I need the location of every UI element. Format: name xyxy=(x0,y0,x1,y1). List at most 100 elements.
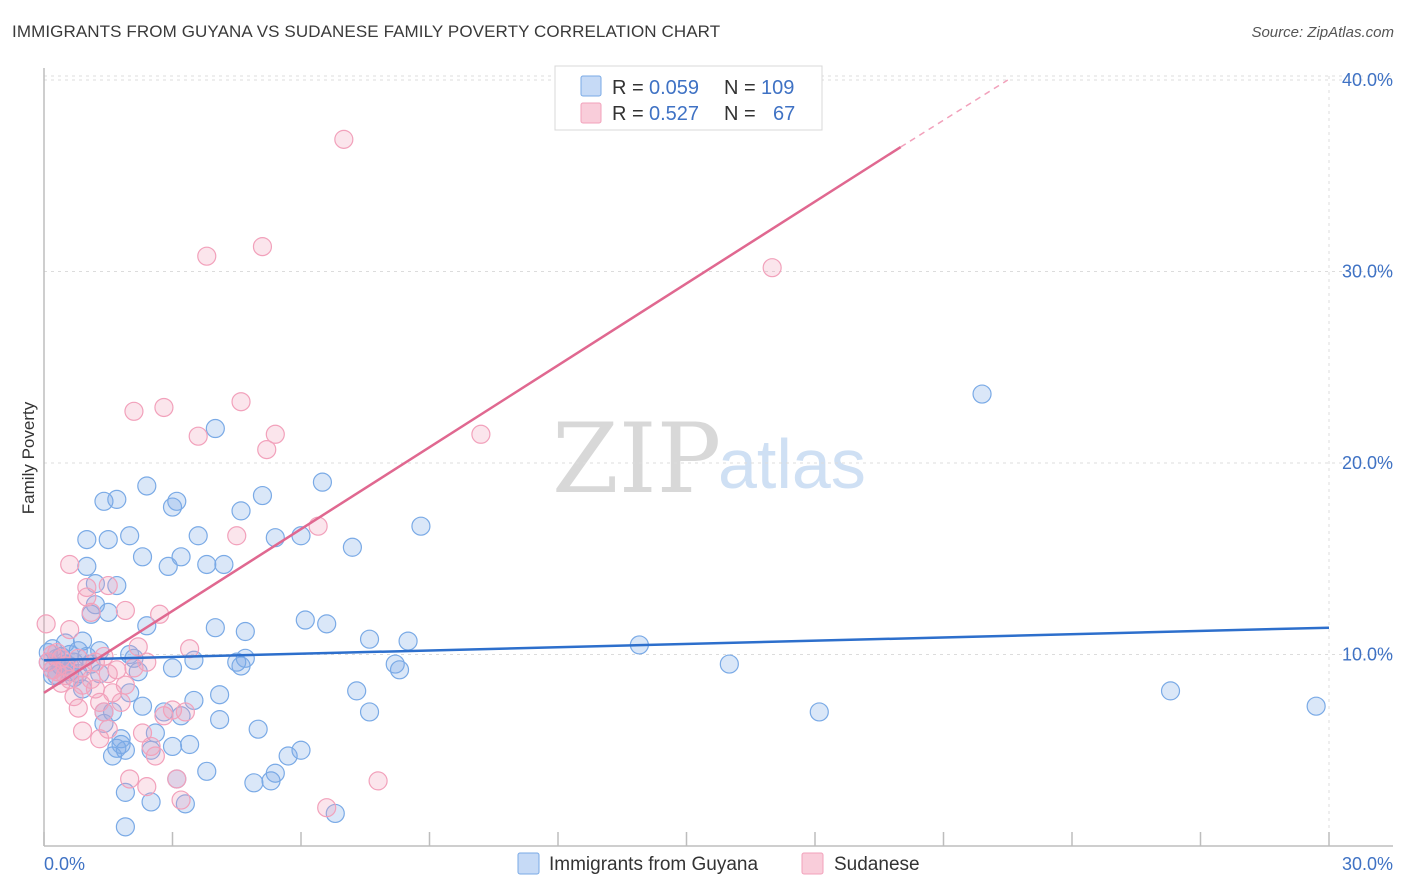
data-point xyxy=(317,798,337,818)
data-point xyxy=(398,631,418,651)
data-point xyxy=(115,817,135,837)
data-point xyxy=(719,654,739,674)
data-point xyxy=(205,418,225,439)
data-point xyxy=(94,702,114,722)
data-point xyxy=(162,736,183,757)
data-point xyxy=(248,719,268,739)
data-point xyxy=(291,740,311,760)
data-point xyxy=(972,384,992,404)
data-point xyxy=(188,426,208,446)
trend-line xyxy=(43,626,1330,662)
data-point xyxy=(36,614,56,634)
x-ticks xyxy=(43,832,1330,846)
data-point xyxy=(317,614,337,634)
y-tick-label: 30.0% xyxy=(1342,262,1393,282)
data-point xyxy=(120,526,140,546)
y-tick-label: 10.0% xyxy=(1342,645,1393,665)
data-point xyxy=(107,489,127,509)
stats-n-label-guyana: N = xyxy=(724,77,756,99)
stats-r-value-guyana: 0.059 xyxy=(649,77,699,99)
data-point xyxy=(389,660,410,680)
data-point xyxy=(210,685,230,705)
data-point xyxy=(235,621,255,642)
data-point xyxy=(359,629,380,649)
stats-legend: R = 0.059 N = 109 R = 0.527 N = 67 xyxy=(554,65,823,131)
data-point xyxy=(145,746,165,766)
data-point xyxy=(180,639,200,659)
stats-r-label-sudanese: R = xyxy=(612,103,644,125)
series-legend: Immigrants from Guyana Sudanese xyxy=(517,852,920,875)
data-point xyxy=(98,719,118,739)
legend-label-sudanese: Sudanese xyxy=(834,854,920,875)
data-point xyxy=(137,652,157,672)
stats-n-label-sudanese: N = xyxy=(724,103,756,125)
data-point xyxy=(167,491,187,511)
y-tick-label: 20.0% xyxy=(1342,453,1393,473)
data-point xyxy=(252,485,273,506)
chart-title: IMMIGRANTS FROM GUYANA VS SUDANESE FAMIL… xyxy=(12,22,721,41)
data-point xyxy=(1160,681,1181,701)
data-point xyxy=(141,792,161,812)
y-axis-title: Family Poverty xyxy=(19,401,38,514)
data-point xyxy=(342,537,362,557)
x-tick-labels: 0.0% 30.0% xyxy=(44,854,1393,874)
stats-r-value-sudanese: 0.527 xyxy=(649,103,699,125)
data-point xyxy=(171,790,191,810)
data-point xyxy=(77,587,97,607)
data-point xyxy=(98,664,118,684)
data-point xyxy=(231,501,251,521)
data-point xyxy=(265,424,285,444)
data-point xyxy=(81,602,101,622)
data-point xyxy=(312,472,333,492)
stats-legend-swatch-guyana xyxy=(580,75,602,97)
stats-n-value-sudanese: 67 xyxy=(773,103,795,125)
data-point xyxy=(141,736,161,757)
data-point xyxy=(347,681,367,701)
data-point xyxy=(175,702,195,722)
data-point xyxy=(265,763,285,783)
data-point xyxy=(762,258,782,278)
data-point xyxy=(214,554,234,575)
axes xyxy=(43,68,1393,847)
stats-r-label-guyana: R = xyxy=(612,77,644,99)
y-tick-labels: 10.0% 20.0% 30.0% 40.0% xyxy=(1342,70,1393,665)
legend-label-guyana: Immigrants from Guyana xyxy=(549,854,758,875)
watermark-atlas: atlas xyxy=(718,425,866,503)
data-point xyxy=(197,761,217,781)
data-point xyxy=(60,554,80,575)
data-point xyxy=(197,246,217,266)
data-point xyxy=(244,773,264,793)
data-point xyxy=(98,529,118,550)
trend-line xyxy=(43,145,902,694)
data-point xyxy=(231,392,251,412)
data-point xyxy=(411,516,431,536)
y-tick-label: 40.0% xyxy=(1342,70,1393,90)
trend-line-extension xyxy=(900,79,1009,148)
data-point xyxy=(137,777,157,797)
data-point xyxy=(205,618,225,638)
data-point xyxy=(128,637,148,657)
data-point xyxy=(137,476,157,496)
data-point xyxy=(809,702,829,722)
data-point xyxy=(120,769,140,789)
data-point xyxy=(210,710,230,730)
data-point xyxy=(257,439,277,460)
data-point xyxy=(132,696,153,716)
data-point xyxy=(98,575,118,596)
legend-swatch-sudanese xyxy=(801,852,824,875)
data-point xyxy=(295,610,315,630)
data-point xyxy=(47,642,67,663)
data-point xyxy=(132,547,153,567)
data-point xyxy=(98,602,118,622)
data-point xyxy=(235,648,255,668)
data-point xyxy=(81,669,101,689)
data-point xyxy=(162,658,183,678)
data-point xyxy=(60,620,80,640)
legend-swatch-guyana xyxy=(517,852,540,875)
data-point xyxy=(368,771,388,791)
data-point xyxy=(227,526,247,546)
data-point xyxy=(171,547,191,567)
data-point xyxy=(115,600,135,621)
data-point xyxy=(1306,696,1326,716)
